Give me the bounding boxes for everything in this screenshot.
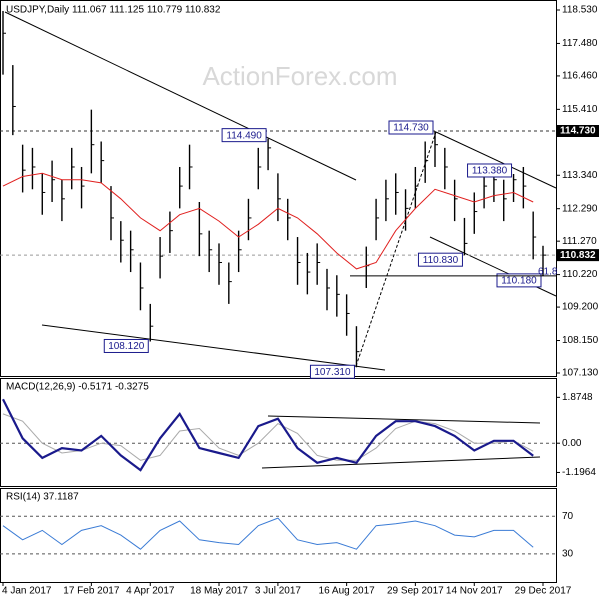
macd-title: MACD(12,26,9) -0.5171 -0.3275 [6, 382, 149, 393]
x-tick-label: 16 Aug 2017 [319, 586, 376, 597]
rsi-title: RSI(14) 37.1187 [6, 492, 79, 503]
y-tick-label: 112.290 [562, 203, 598, 214]
trend-line [435, 131, 557, 189]
price-marker-label: 114.730 [560, 126, 596, 137]
rsi-line [2, 517, 534, 550]
trend-line [4, 11, 357, 181]
x-tick-label: 17 Feb 2017 [63, 586, 120, 597]
y-tick-label: 110.220 [562, 269, 598, 280]
x-tick-label: 14 Nov 2017 [446, 586, 503, 597]
watermark: ActionForex.com [202, 61, 397, 91]
y-tick-label: 1.8748 [562, 392, 593, 403]
y-tick-label: 70 [562, 511, 574, 522]
macd-line [2, 398, 534, 472]
y-tick-label: -1.1964 [562, 467, 596, 478]
annotation-box [309, 364, 355, 379]
y-tick-label: 118.530 [562, 5, 598, 16]
x-tick-label: 29 Dec 2017 [515, 586, 572, 597]
annotation-label: 113.380 [472, 166, 508, 177]
trend-line [267, 415, 541, 424]
annotation-box [103, 338, 149, 353]
y-tick-label: 113.340 [562, 170, 598, 181]
x-tick-label: 4 Jan 2017 [2, 586, 52, 597]
price-marker-box [557, 249, 599, 262]
trend-line [261, 456, 541, 469]
x-tick-label: 29 Sep 2017 [387, 586, 444, 597]
annotation-box [496, 273, 542, 288]
annotation-label: 108.120 [108, 341, 145, 352]
annotation-label: 107.310 [314, 367, 351, 378]
annotation-box [467, 163, 513, 178]
macd-panel [0, 378, 557, 487]
trend-line [41, 324, 386, 371]
rsi-panel [0, 488, 557, 583]
y-tick-label: 107.130 [562, 368, 599, 379]
main-panel [0, 0, 557, 377]
chart-title: USDJPY,Daily 111.067 111.125 110.779 110… [6, 5, 221, 16]
price-marker-label: 110.832 [560, 250, 596, 261]
annotation-label: 114.730 [393, 123, 429, 134]
moving-average [2, 172, 534, 270]
fib-label: 61.8 [538, 267, 558, 278]
x-tick-label: 18 May 2017 [190, 586, 248, 597]
y-tick-label: 116.460 [562, 71, 598, 82]
y-tick-label: 111.270 [562, 236, 597, 247]
y-tick-label: 109.200 [562, 302, 599, 313]
x-tick-label: 4 Apr 2017 [126, 586, 175, 597]
trend-line [355, 131, 437, 367]
annotation-label: 110.180 [501, 276, 537, 287]
x-tick-label: 3 Jul 2017 [255, 586, 302, 597]
annotation-box [417, 252, 463, 267]
price-marker-box [557, 125, 599, 137]
annotation-label: 110.830 [423, 255, 459, 266]
y-tick-label: 30 [562, 549, 574, 560]
y-tick-label: 115.410 [562, 104, 598, 115]
macd-line [2, 413, 534, 461]
annotation-box [221, 128, 267, 143]
y-tick-label: 117.480 [562, 38, 598, 49]
annotation-label: 114.490 [226, 130, 262, 141]
y-tick-label: 0.00 [562, 438, 582, 449]
y-tick-label: 108.150 [562, 335, 599, 346]
annotation-box [388, 120, 434, 135]
